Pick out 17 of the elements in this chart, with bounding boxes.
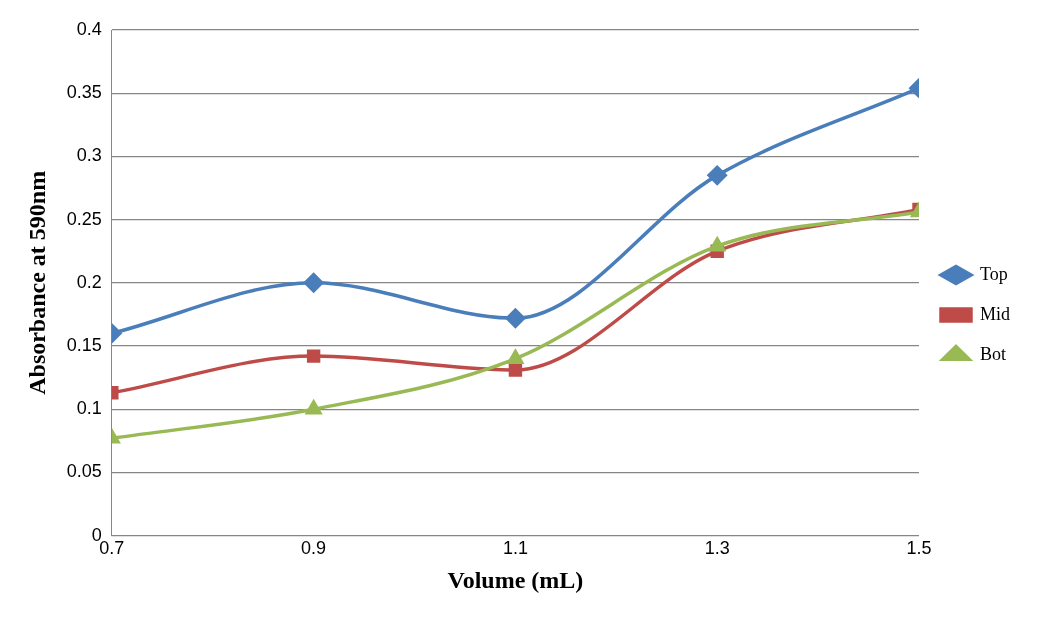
y-tick-label: 0.15 xyxy=(66,334,102,355)
x-tick-label: 1.5 xyxy=(906,538,932,559)
x-tick-label: 0.9 xyxy=(301,538,327,559)
y-tick-label: 0.2 xyxy=(76,271,102,292)
y-tick-label: 0.4 xyxy=(76,18,102,39)
y-tick-label: 0.1 xyxy=(76,398,102,419)
x-axis-title: Volume (mL) xyxy=(447,566,584,593)
x-tick-label: 1.1 xyxy=(502,538,528,559)
y-tick-label: 0.05 xyxy=(66,461,102,482)
y-axis-title: Absorbance at 590nm xyxy=(23,170,50,395)
y-tick-label: 0.25 xyxy=(66,208,102,229)
x-tick-label: 1.3 xyxy=(704,538,730,559)
legend-label: Top xyxy=(979,263,1008,284)
legend-label: Mid xyxy=(979,303,1011,324)
y-tick-label: 0.35 xyxy=(66,82,102,103)
legend-label: Bot xyxy=(979,343,1007,364)
y-tick-label: 0.3 xyxy=(76,145,102,166)
